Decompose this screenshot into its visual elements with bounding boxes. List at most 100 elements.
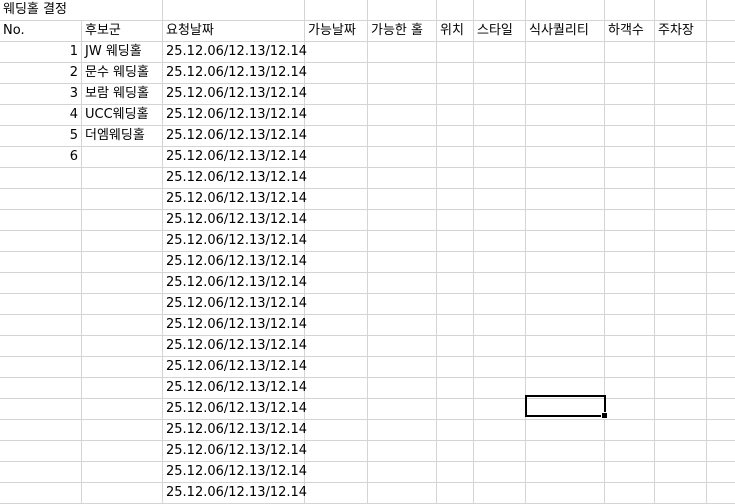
request-date-cell[interactable]: 25.12.06/12.13/12.14 [163,189,307,210]
empty-cell[interactable] [305,42,368,63]
empty-cell[interactable] [707,399,735,420]
row-number-cell[interactable] [0,336,82,357]
row-number-cell[interactable] [0,294,82,315]
empty-cell[interactable] [526,126,605,147]
empty-cell[interactable] [474,105,526,126]
row-number-cell[interactable]: 1 [0,42,82,63]
empty-cell[interactable] [655,210,707,231]
empty-cell[interactable] [707,294,735,315]
empty-cell[interactable] [305,399,368,420]
candidate-name-cell[interactable] [82,189,163,210]
empty-cell[interactable] [474,357,526,378]
empty-cell[interactable] [605,210,655,231]
empty-cell[interactable] [368,84,437,105]
empty-cell[interactable] [707,210,735,231]
empty-cell[interactable] [305,273,368,294]
empty-cell[interactable] [605,105,655,126]
column-header-cell[interactable]: 후보군 [82,21,163,42]
candidate-name-cell[interactable]: 더엠웨딩홀 [82,126,163,147]
empty-cell[interactable] [655,273,707,294]
empty-cell[interactable] [474,315,526,336]
empty-cell[interactable] [526,462,605,483]
column-header-cell[interactable]: 가능날짜 [305,21,368,42]
empty-cell[interactable] [474,63,526,84]
empty-cell[interactable] [305,357,368,378]
empty-cell[interactable] [707,483,735,504]
request-date-cell[interactable]: 25.12.06/12.13/12.14 [163,210,307,231]
empty-cell[interactable] [437,336,474,357]
empty-cell[interactable] [437,273,474,294]
candidate-name-cell[interactable]: JW 웨딩홀 [82,42,163,63]
fill-handle[interactable] [601,412,608,419]
empty-cell[interactable] [707,462,735,483]
candidate-name-cell[interactable] [82,462,163,483]
empty-cell[interactable] [474,294,526,315]
column-header-cell[interactable]: 하객수 [605,21,655,42]
row-number-cell[interactable] [0,441,82,462]
candidate-name-cell[interactable] [82,294,163,315]
empty-cell[interactable] [305,168,368,189]
empty-cell[interactable] [474,42,526,63]
empty-cell[interactable] [368,462,437,483]
request-date-cell[interactable]: 25.12.06/12.13/12.14 [163,336,307,357]
empty-cell[interactable] [526,210,605,231]
row-number-cell[interactable] [0,378,82,399]
empty-cell[interactable] [655,420,707,441]
empty-cell[interactable] [655,189,707,210]
empty-cell[interactable] [305,189,368,210]
row-number-cell[interactable] [0,189,82,210]
empty-cell[interactable] [305,231,368,252]
request-date-cell[interactable]: 25.12.06/12.13/12.14 [163,84,307,105]
title-row-cell[interactable] [707,0,735,21]
empty-cell[interactable] [655,399,707,420]
request-date-cell[interactable]: 25.12.06/12.13/12.14 [163,294,307,315]
empty-cell[interactable] [707,336,735,357]
empty-cell[interactable] [474,336,526,357]
empty-cell[interactable] [707,42,735,63]
empty-cell[interactable] [655,441,707,462]
candidate-name-cell[interactable] [82,147,163,168]
empty-cell[interactable] [305,462,368,483]
candidate-name-cell[interactable] [82,273,163,294]
empty-cell[interactable] [437,63,474,84]
empty-cell[interactable] [437,399,474,420]
request-date-cell[interactable]: 25.12.06/12.13/12.14 [163,273,307,294]
empty-cell[interactable] [305,378,368,399]
candidate-name-cell[interactable] [82,210,163,231]
empty-cell[interactable] [526,357,605,378]
selected-cell-cursor[interactable] [525,395,608,419]
title-row-cell[interactable] [605,0,655,21]
empty-cell[interactable] [305,483,368,504]
empty-cell[interactable] [655,42,707,63]
empty-cell[interactable] [526,378,605,399]
empty-cell[interactable] [605,63,655,84]
empty-cell[interactable] [707,105,735,126]
empty-cell[interactable] [474,231,526,252]
row-number-cell[interactable]: 6 [0,147,82,168]
column-header-cell[interactable]: No. [0,21,82,42]
empty-cell[interactable] [605,315,655,336]
candidate-name-cell[interactable] [82,252,163,273]
row-number-cell[interactable] [0,273,82,294]
column-header-cell[interactable]: 가능한 홀 [368,21,437,42]
empty-cell[interactable] [368,252,437,273]
empty-cell[interactable] [305,84,368,105]
empty-cell[interactable] [707,441,735,462]
empty-cell[interactable] [526,273,605,294]
empty-cell[interactable] [526,420,605,441]
empty-cell[interactable] [605,42,655,63]
empty-cell[interactable] [605,336,655,357]
row-number-cell[interactable] [0,210,82,231]
empty-cell[interactable] [605,189,655,210]
empty-cell[interactable] [655,483,707,504]
row-number-cell[interactable] [0,252,82,273]
empty-cell[interactable] [655,462,707,483]
request-date-cell[interactable]: 25.12.06/12.13/12.14 [163,357,307,378]
empty-cell[interactable] [707,126,735,147]
request-date-cell[interactable]: 25.12.06/12.13/12.14 [163,105,307,126]
empty-cell[interactable] [474,462,526,483]
empty-cell[interactable] [368,147,437,168]
empty-cell[interactable] [526,42,605,63]
empty-cell[interactable] [305,252,368,273]
empty-cell[interactable] [437,147,474,168]
